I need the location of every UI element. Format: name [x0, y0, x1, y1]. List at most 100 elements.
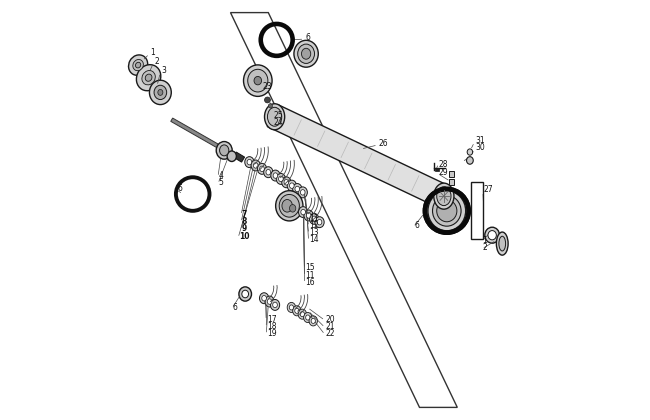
Ellipse shape: [315, 217, 324, 228]
Ellipse shape: [467, 157, 473, 164]
Ellipse shape: [499, 236, 506, 251]
Ellipse shape: [244, 65, 272, 97]
Ellipse shape: [437, 200, 457, 222]
Ellipse shape: [276, 173, 285, 184]
Text: 8: 8: [242, 217, 247, 226]
Ellipse shape: [248, 69, 268, 92]
Ellipse shape: [428, 191, 465, 231]
Text: 9: 9: [242, 224, 247, 234]
Text: 2: 2: [155, 57, 160, 66]
Ellipse shape: [289, 305, 294, 310]
Ellipse shape: [309, 316, 317, 326]
Ellipse shape: [300, 190, 305, 195]
Ellipse shape: [306, 315, 310, 320]
Ellipse shape: [300, 312, 304, 317]
Ellipse shape: [280, 194, 300, 217]
Text: 11: 11: [306, 270, 315, 280]
Text: 12: 12: [309, 221, 319, 230]
Bar: [471, 182, 484, 239]
Ellipse shape: [294, 308, 299, 313]
Ellipse shape: [289, 183, 294, 188]
Text: 6: 6: [414, 221, 419, 231]
Ellipse shape: [158, 89, 163, 95]
Text: 2: 2: [482, 243, 488, 252]
Ellipse shape: [273, 173, 278, 178]
Ellipse shape: [306, 213, 311, 218]
Ellipse shape: [270, 299, 280, 310]
Text: 6: 6: [177, 184, 182, 193]
Ellipse shape: [298, 309, 307, 319]
Ellipse shape: [264, 167, 273, 178]
Text: 1: 1: [151, 48, 155, 57]
Ellipse shape: [284, 180, 289, 185]
Text: 27: 27: [484, 185, 493, 194]
Ellipse shape: [135, 62, 141, 68]
Ellipse shape: [154, 85, 166, 100]
Ellipse shape: [302, 48, 311, 59]
Text: 26: 26: [379, 139, 389, 148]
Text: 3: 3: [161, 66, 166, 76]
Text: 18: 18: [267, 322, 276, 331]
Ellipse shape: [434, 183, 454, 209]
Circle shape: [268, 104, 272, 108]
Text: 29: 29: [438, 168, 448, 177]
Ellipse shape: [262, 296, 266, 301]
Ellipse shape: [287, 302, 296, 312]
Ellipse shape: [282, 200, 293, 212]
Text: 20: 20: [326, 315, 335, 324]
Bar: [449, 171, 454, 177]
Ellipse shape: [432, 196, 461, 226]
Text: 5: 5: [219, 178, 224, 187]
Text: 17: 17: [267, 315, 277, 324]
Ellipse shape: [304, 210, 313, 221]
Ellipse shape: [311, 318, 315, 323]
Ellipse shape: [295, 186, 300, 192]
Text: 21: 21: [326, 322, 335, 331]
Polygon shape: [171, 118, 231, 155]
Text: 10: 10: [239, 232, 250, 241]
Text: 15: 15: [306, 263, 315, 273]
Ellipse shape: [265, 296, 274, 307]
Ellipse shape: [279, 176, 283, 182]
Ellipse shape: [309, 213, 318, 224]
Text: 7: 7: [242, 210, 247, 219]
Ellipse shape: [257, 163, 266, 174]
Ellipse shape: [242, 290, 248, 298]
Ellipse shape: [254, 163, 258, 168]
Ellipse shape: [271, 170, 280, 181]
Polygon shape: [267, 105, 446, 206]
Text: 24: 24: [274, 118, 283, 127]
Ellipse shape: [292, 306, 301, 316]
Ellipse shape: [136, 65, 161, 91]
Ellipse shape: [488, 231, 497, 240]
Ellipse shape: [267, 108, 281, 126]
Ellipse shape: [267, 299, 272, 304]
Ellipse shape: [304, 312, 312, 323]
Ellipse shape: [266, 170, 270, 175]
Ellipse shape: [259, 293, 268, 304]
Text: 31: 31: [475, 136, 485, 145]
Ellipse shape: [292, 184, 302, 194]
Polygon shape: [233, 152, 244, 162]
Text: 19: 19: [267, 329, 277, 338]
Ellipse shape: [142, 71, 155, 85]
Ellipse shape: [273, 302, 278, 307]
Ellipse shape: [251, 160, 260, 171]
Ellipse shape: [289, 205, 296, 212]
Bar: [435, 168, 439, 171]
Text: 6: 6: [233, 303, 237, 312]
Text: 25: 25: [274, 110, 283, 120]
Text: 28: 28: [438, 160, 448, 169]
Circle shape: [265, 97, 270, 103]
Ellipse shape: [239, 287, 252, 301]
Text: 6: 6: [306, 33, 310, 42]
Ellipse shape: [265, 104, 285, 130]
Ellipse shape: [467, 149, 473, 155]
Ellipse shape: [216, 142, 232, 159]
Ellipse shape: [247, 160, 252, 165]
Text: 30: 30: [475, 143, 485, 152]
Ellipse shape: [133, 60, 144, 71]
Ellipse shape: [260, 166, 265, 171]
Ellipse shape: [298, 44, 315, 63]
Ellipse shape: [294, 40, 318, 67]
